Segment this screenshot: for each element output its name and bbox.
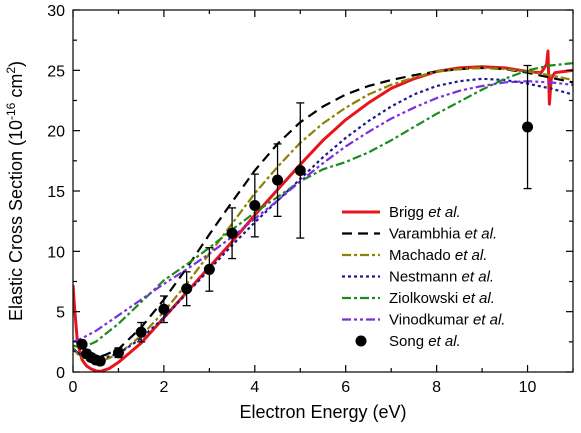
y-tick-label: 20 — [47, 124, 65, 141]
y-axis-label: Elastic Cross Section (10-16 cm2) — [4, 61, 26, 321]
axes-layer: 0 2 4 6 8 10 0 5 10 15 20 25 30 Electron Energy (eV) E… — [4, 3, 574, 422]
legend-label-vinodkumar: Vinodkumar et al. — [389, 312, 505, 329]
legend: Brigg et al.Varambhia et al.Machado et a… — [342, 204, 505, 350]
legend-suffix: et al. — [473, 312, 506, 329]
x-tick-label: 8 — [432, 379, 441, 396]
x-axis-label: Electron Energy (eV) — [239, 402, 406, 422]
y-axis-label-part: cm — [6, 74, 26, 103]
x-tick-label: 0 — [69, 379, 78, 396]
legend-name: Brigg — [389, 204, 428, 221]
y-tick-label: 5 — [56, 305, 65, 322]
legend-suffix: et al. — [455, 247, 488, 264]
y-axis-label-part: Elastic Cross Section (10 — [6, 120, 26, 321]
data-point — [94, 355, 106, 367]
legend-suffix: et al. — [462, 290, 495, 307]
legend-suffix: et al. — [465, 226, 498, 243]
legend-name: Machado — [389, 247, 455, 264]
x-tick-label: 10 — [519, 379, 537, 396]
data-point — [112, 347, 124, 359]
legend-name: Vinodkumar — [389, 312, 473, 329]
legend-name: Ziolkowski — [389, 290, 462, 307]
y-tick-label: 0 — [56, 365, 65, 382]
series-line-vinodkumar — [73, 80, 573, 343]
legend-label-ziolkowski: Ziolkowski et al. — [389, 290, 495, 307]
y-tick-label: 30 — [47, 3, 65, 20]
data-point — [522, 121, 534, 133]
x-tick-label: 4 — [250, 379, 259, 396]
legend-label-brigg: Brigg et al. — [389, 204, 461, 221]
legend-label-song: Song et al. — [389, 333, 461, 350]
legend-label-nestmann: Nestmann et al. — [389, 269, 494, 286]
series-line-ziolkowski — [73, 62, 573, 349]
legend-label-machado: Machado et al. — [389, 247, 487, 264]
legend-name: Song — [389, 333, 428, 350]
y-tick-label: 10 — [47, 244, 65, 261]
y-tick-label: 25 — [47, 63, 65, 80]
data-point — [249, 199, 261, 211]
legend-suffix: et al. — [428, 333, 461, 350]
legend-suffix: et al. — [462, 269, 495, 286]
data-point — [76, 338, 88, 350]
x-tick-label: 6 — [341, 379, 350, 396]
points-layer — [76, 64, 534, 367]
data-point — [135, 326, 147, 338]
legend-name: Varambhia — [389, 226, 465, 243]
data-point — [226, 227, 238, 239]
data-point — [181, 283, 193, 295]
legend-label-varambhia: Varambhia et al. — [389, 226, 497, 243]
data-point — [272, 174, 284, 186]
series-line-nestmann — [73, 77, 573, 361]
data-point — [294, 164, 306, 176]
y-axis-label-part: ) — [6, 61, 26, 67]
x-tick-label: 2 — [159, 379, 168, 396]
series-line-brigg — [73, 49, 573, 372]
data-point — [158, 303, 170, 315]
legend-suffix: et al. — [428, 204, 461, 221]
y-tick-label: 15 — [47, 184, 65, 201]
y-axis-label-part: 2 — [4, 67, 18, 74]
legend-name: Nestmann — [389, 269, 462, 286]
data-point — [203, 263, 215, 275]
legend-swatch-song — [355, 335, 367, 347]
y-axis-label-part: -16 — [4, 102, 18, 120]
